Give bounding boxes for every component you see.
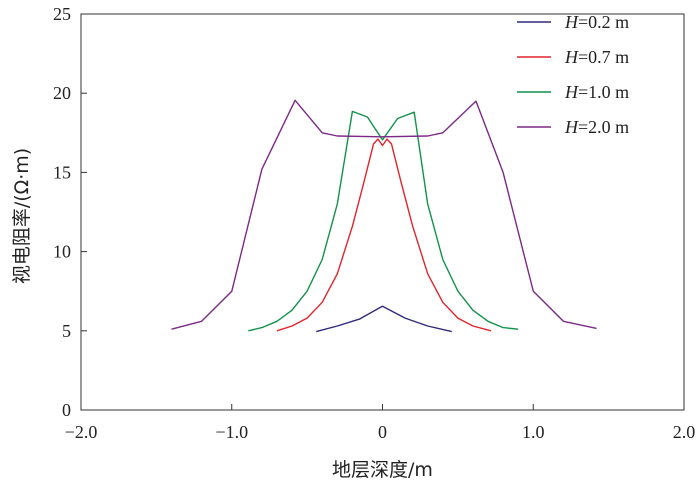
- series-line-3: [171, 99, 597, 330]
- x-tick-label: −2.0: [65, 422, 98, 442]
- axes-frame: [80, 13, 685, 411]
- x-tick-label: 2.0: [673, 422, 696, 442]
- y-tick-label: 25: [53, 4, 71, 24]
- series-line-1: [276, 138, 492, 332]
- legend-label: H=1.0 m: [564, 82, 629, 102]
- legend-label: H=0.7 m: [564, 47, 629, 67]
- y-tick-label: 10: [53, 242, 71, 262]
- plot-area-border: [80, 13, 685, 411]
- legend: H=0.2 m H=0.7 m H=1.0 m H=2.0 m: [517, 12, 629, 137]
- y-tick-label: 0: [62, 400, 71, 420]
- y-tick-label: 5: [62, 321, 71, 341]
- x-tick-label: 0: [378, 422, 387, 442]
- y-axis-title: 视电阻率/(Ω·m): [11, 148, 33, 284]
- series-lines: [171, 99, 597, 333]
- legend-label: H=2.0 m: [564, 117, 629, 137]
- legend-label: H=0.2 m: [564, 12, 629, 32]
- x-tick-label: 1.0: [522, 422, 545, 442]
- series-line-0: [316, 305, 452, 333]
- series-line-2: [248, 110, 519, 332]
- x-axis-title: 地层深度/m: [332, 459, 433, 481]
- x-tick-label: −1.0: [215, 422, 248, 442]
- x-axis-ticks: −2.0 −1.0 0 1.0 2.0: [65, 404, 696, 442]
- y-axis-ticks: 0 5 10 15 20 25: [53, 4, 87, 420]
- y-tick-label: 15: [53, 162, 71, 182]
- y-tick-label: 20: [53, 83, 71, 103]
